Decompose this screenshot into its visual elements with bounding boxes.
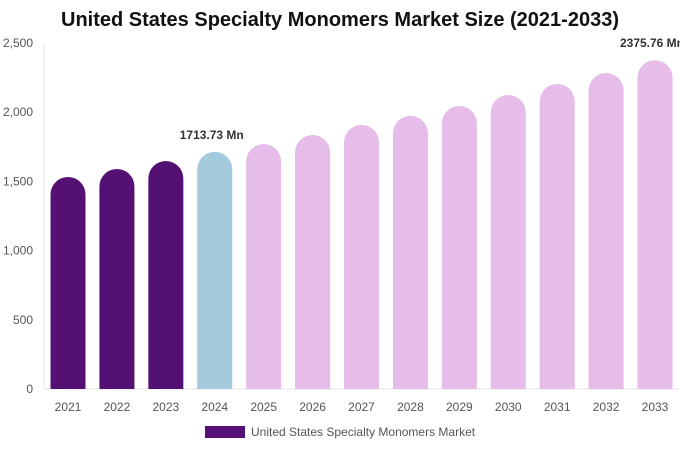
x-tick-label: 2032 xyxy=(593,400,620,414)
bar-2031 xyxy=(539,83,575,389)
x-tick-label: 2031 xyxy=(544,400,571,414)
x-tick-label: 2022 xyxy=(104,400,131,414)
y-tick-label: 0 xyxy=(26,382,33,396)
bar-2030 xyxy=(490,95,526,390)
data-label: 2375.76 Mn xyxy=(620,36,680,50)
bar-2023 xyxy=(148,161,184,389)
y-tick-label: 500 xyxy=(13,313,33,327)
bar-2026 xyxy=(295,135,331,389)
x-tick-label: 2030 xyxy=(495,400,522,414)
x-tick-label: 2027 xyxy=(348,400,375,414)
x-tick-label: 2025 xyxy=(250,400,277,414)
bar-2024 xyxy=(197,151,233,389)
y-tick-label: 1,000 xyxy=(3,244,33,258)
data-label: 1713.73 Mn xyxy=(180,128,244,142)
bar-2021 xyxy=(50,176,86,389)
bar-2025 xyxy=(246,144,282,389)
bar-2029 xyxy=(441,105,477,390)
x-tick-label: 2033 xyxy=(642,400,669,414)
y-tick-label: 2,500 xyxy=(3,36,33,50)
x-tick-label: 2024 xyxy=(201,400,228,414)
chart-title: United States Specialty Monomers Market … xyxy=(61,9,619,31)
bar-2022 xyxy=(99,168,135,389)
x-tick-label: 2021 xyxy=(55,400,82,414)
x-tick-label: 2023 xyxy=(152,400,179,414)
x-tick-label: 2028 xyxy=(397,400,424,414)
legend-swatch xyxy=(205,426,245,438)
x-tick-label: 2026 xyxy=(299,400,326,414)
bar-2028 xyxy=(392,115,428,389)
legend-label: United States Specialty Monomers Market xyxy=(251,425,476,439)
bar-2027 xyxy=(344,124,379,389)
y-tick-label: 2,000 xyxy=(3,105,33,119)
y-tick-label: 1,500 xyxy=(3,174,33,188)
bar-2033 xyxy=(637,60,673,389)
bar-2032 xyxy=(588,73,624,389)
legend: United States Specialty Monomers Market xyxy=(205,425,475,439)
x-tick-label: 2029 xyxy=(446,400,473,414)
